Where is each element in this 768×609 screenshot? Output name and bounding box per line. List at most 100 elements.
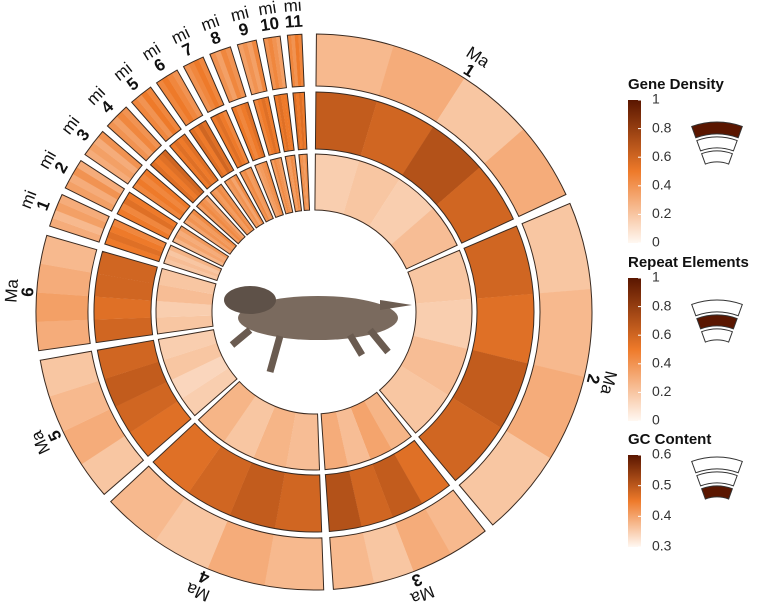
sector-outline: [239, 166, 274, 223]
heat-cell: [472, 293, 534, 364]
heat-cell: [283, 93, 295, 151]
tick-label: 0.4: [652, 507, 672, 523]
heat-cell: [117, 208, 171, 240]
heat-cell: [349, 464, 393, 527]
heat-cell: [267, 37, 280, 90]
sector-outline: [286, 33, 305, 88]
heat-cell: [230, 176, 262, 226]
chromosome-number: 7: [179, 39, 196, 60]
heat-cell: [227, 177, 261, 227]
heat-cell: [264, 534, 324, 590]
sector-outline: [131, 168, 191, 221]
heat-cell: [425, 490, 486, 555]
sector-outline: [188, 119, 235, 179]
heat-cell: [459, 430, 551, 526]
sector-outline: [130, 86, 182, 143]
heat-cell: [400, 335, 468, 396]
sector-outline: [236, 39, 268, 96]
sector-outline: [152, 422, 323, 533]
heat-cell: [76, 160, 125, 195]
sector-outline: [109, 465, 325, 591]
heat-cell: [243, 102, 266, 158]
heat-cell: [231, 106, 257, 161]
heat-cell: [196, 203, 240, 244]
chromosome-number: 5: [44, 427, 65, 444]
sector-outline: [93, 250, 158, 344]
heat-cell: [264, 96, 281, 154]
heat-cell: [300, 154, 307, 211]
chromosome-number: 9: [237, 19, 251, 40]
tick-label: 0.8: [652, 119, 672, 135]
heat-cell: [152, 423, 222, 493]
heat-cell: [201, 198, 244, 241]
heat-cell: [278, 157, 293, 213]
sector-outline: [96, 339, 192, 458]
heat-cell: [93, 136, 139, 175]
sector-outline: [324, 439, 451, 532]
legend-title: Gene Density: [628, 76, 725, 93]
tick-label: 0.6: [652, 326, 672, 342]
heat-cell: [177, 136, 216, 185]
sector-outline: [314, 91, 515, 244]
chromosome-number: 1: [33, 197, 54, 213]
chromosome-number: 11: [284, 12, 303, 32]
heat-cell: [287, 155, 299, 212]
heat-cell: [274, 472, 322, 532]
sector-outline: [209, 183, 255, 236]
heat-cell: [97, 131, 143, 170]
heat-cell: [254, 164, 278, 218]
heat-cell: [220, 48, 243, 100]
track-icon: [691, 299, 743, 317]
sector-outline: [378, 249, 473, 434]
heat-cell: [452, 350, 528, 428]
sector-outline: [163, 244, 223, 282]
heat-cell: [218, 111, 247, 166]
heat-cell: [55, 202, 107, 230]
heat-cell: [271, 36, 284, 89]
heat-cell: [68, 173, 118, 206]
tick-label: 1: [652, 91, 660, 107]
heat-cell: [329, 532, 375, 590]
heat-cell: [131, 98, 170, 142]
heat-cell: [188, 61, 216, 111]
sector-outline: [171, 225, 230, 268]
track-icon: [696, 314, 738, 330]
heat-cell: [204, 195, 246, 239]
heat-cell: [106, 231, 163, 257]
heat-cell: [287, 34, 296, 88]
heat-cell: [161, 149, 204, 195]
heat-cell: [285, 412, 320, 470]
heat-cell: [171, 355, 229, 399]
heat-cell: [84, 148, 132, 184]
sector-outline: [35, 234, 98, 352]
heat-cell: [52, 209, 104, 236]
heat-cell: [273, 95, 287, 152]
heat-cell: [180, 133, 219, 183]
heat-cell: [188, 445, 252, 516]
heat-cell: [109, 224, 165, 253]
sector-outline: [458, 202, 593, 526]
chromosome-number: 10: [259, 14, 281, 36]
heat-cell: [214, 50, 238, 101]
heat-cell: [251, 40, 268, 92]
heat-cell: [104, 361, 167, 407]
heat-cell: [407, 250, 472, 304]
sector-outline: [209, 46, 247, 104]
sector-outline: [262, 35, 288, 91]
heat-cell: [198, 381, 256, 442]
heat-cell: [280, 94, 292, 151]
heat-cell: [97, 251, 158, 284]
chromosome-number: 6: [18, 287, 38, 298]
tick-label: 0.6: [652, 446, 672, 462]
heat-cell: [35, 292, 89, 322]
heat-cell: [360, 101, 434, 175]
heat-cell: [172, 237, 225, 267]
tick-label: 0: [652, 234, 660, 250]
heat-cell: [464, 226, 534, 299]
heat-cell: [104, 237, 161, 262]
track-icon: [696, 471, 738, 487]
heat-cell: [237, 43, 256, 95]
tick-label: 0.5: [652, 476, 672, 492]
heat-cell: [115, 382, 178, 433]
track-icon: [700, 485, 734, 500]
